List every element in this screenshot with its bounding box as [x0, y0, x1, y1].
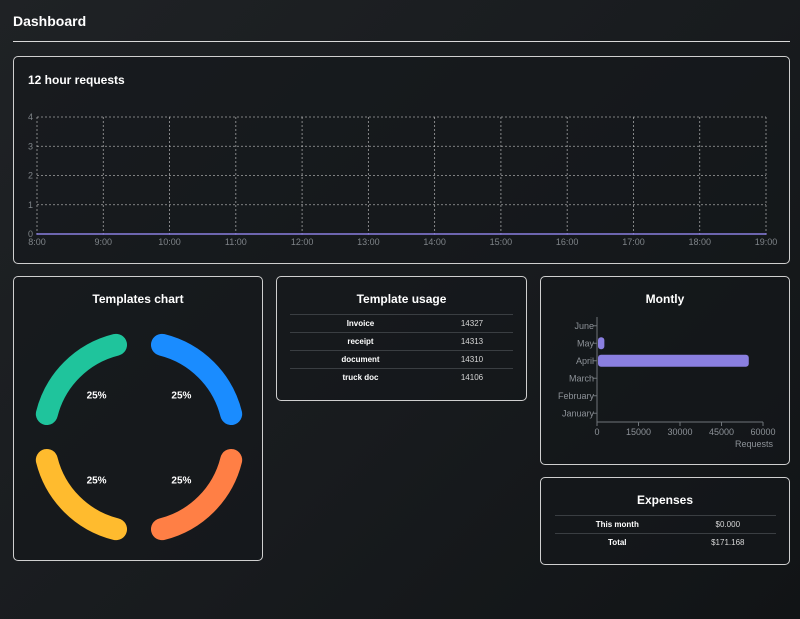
y-tick-label: May — [577, 338, 595, 348]
y-tick-label: 0 — [28, 229, 33, 239]
expense-amount: $171.168 — [679, 533, 776, 551]
y-tick-label: 4 — [28, 112, 33, 122]
requests-point — [367, 233, 370, 235]
x-tick-label: 15:00 — [490, 237, 513, 247]
template-name: receipt — [290, 332, 431, 351]
monthly-card-title: Montly — [645, 292, 685, 306]
donut-slice-label: 25% — [87, 475, 107, 486]
requests-point — [566, 233, 568, 235]
x-tick-label: 19:00 — [755, 237, 778, 247]
x-tick-label: 45000 — [709, 427, 734, 437]
x-tick-label: 60000 — [750, 427, 775, 437]
template-count: 14310 — [430, 350, 513, 369]
requests-point — [168, 233, 171, 235]
usage-card: Template usage Invoice 14327 receipt 14313 d… — [276, 276, 527, 401]
requests-card: 12 hour requests 0 1 2 3 4 8:00 9:00 10:00 11:00… — [13, 56, 790, 264]
x-tick-label: 15000 — [626, 427, 651, 437]
y-tick-label: February — [558, 391, 595, 401]
x-tick-label: 0 — [594, 427, 599, 437]
table-row: This month $0.000 — [555, 515, 776, 534]
donut-slice — [150, 333, 243, 426]
y-tick-label: April — [576, 356, 594, 366]
donut-slice — [35, 448, 128, 541]
x-tick-label: 18:00 — [688, 237, 711, 247]
expenses-table: This month $0.000 Total $171.168 — [555, 515, 776, 551]
x-tick-label: 11:00 — [225, 237, 247, 247]
x-tick-label: 17:00 — [622, 237, 645, 247]
donut-slice — [35, 333, 128, 426]
usage-table: Invoice 14327 receipt 14313 document 14310 tru… — [290, 314, 513, 386]
templates-donut-chart: 25% 25% 25% 25% — [35, 333, 243, 541]
y-tick-label: June — [574, 321, 594, 331]
x-tick-label: 9:00 — [95, 237, 113, 247]
monthly-bar — [598, 337, 605, 350]
template-count: 14327 — [430, 314, 513, 333]
x-tick-label: 12:00 — [291, 237, 314, 247]
templates-card-title: Templates chart — [92, 292, 184, 306]
page-title: Dashboard — [13, 13, 87, 29]
requests-point — [36, 233, 38, 235]
y-tick-label: January — [562, 408, 595, 418]
requests-point — [698, 233, 701, 235]
monthly-bar-chart: January February March April May June 0 15000 30… — [558, 317, 776, 449]
donut-slice — [150, 448, 243, 541]
expense-amount: $0.000 — [679, 515, 776, 534]
requests-point — [235, 233, 237, 235]
requests-point — [765, 233, 767, 235]
x-tick-label: 10:00 — [158, 237, 181, 247]
requests-card-title: 12 hour requests — [28, 73, 125, 87]
template-count: 14313 — [430, 332, 513, 351]
y-tick-label: 3 — [28, 141, 33, 151]
template-count: 14106 — [430, 368, 513, 386]
table-row: truck doc 14106 — [290, 368, 513, 386]
table-row: receipt 14313 — [290, 332, 513, 351]
requests-line-chart: 0 1 2 3 4 8:00 9:00 10:00 11:00 12:00 13:00 14:00 15… — [28, 112, 778, 247]
donut-slice-label: 25% — [171, 475, 191, 486]
y-tick-label: March — [569, 373, 594, 383]
table-row: Invoice 14327 — [290, 314, 513, 333]
y-tick-label: 1 — [28, 200, 33, 210]
expenses-card-title: Expenses — [636, 493, 694, 507]
template-name: truck doc — [290, 368, 431, 386]
expenses-card: Expenses This month $0.000 Total $171.168 — [540, 477, 790, 565]
x-tick-label: 8:00 — [28, 237, 46, 247]
x-axis-title: Requests — [735, 439, 774, 449]
monthly-bar — [598, 354, 749, 367]
requests-point — [301, 233, 303, 235]
usage-card-title: Template usage — [356, 292, 447, 306]
template-name: document — [290, 350, 431, 369]
x-tick-label: 30000 — [667, 427, 692, 437]
title-divider — [13, 41, 790, 42]
expense-label: Total — [555, 533, 680, 551]
donut-slice-label: 25% — [87, 391, 107, 402]
expense-label: This month — [555, 515, 680, 534]
templates-card: Templates chart 25% 25% 25% 25% — [13, 276, 263, 561]
template-name: Invoice — [290, 314, 431, 333]
x-tick-label: 16:00 — [556, 237, 579, 247]
monthly-card: Montly January February March April May June 0… — [540, 276, 790, 465]
donut-slice-label: 25% — [171, 391, 191, 402]
y-tick-label: 2 — [28, 171, 33, 181]
requests-point — [102, 233, 105, 235]
x-tick-label: 13:00 — [357, 237, 380, 247]
table-row: Total $171.168 — [555, 533, 776, 551]
requests-point — [433, 233, 436, 235]
x-tick-label: 14:00 — [423, 237, 446, 247]
requests-point — [500, 233, 502, 235]
table-row: document 14310 — [290, 350, 513, 369]
requests-point — [632, 233, 635, 235]
